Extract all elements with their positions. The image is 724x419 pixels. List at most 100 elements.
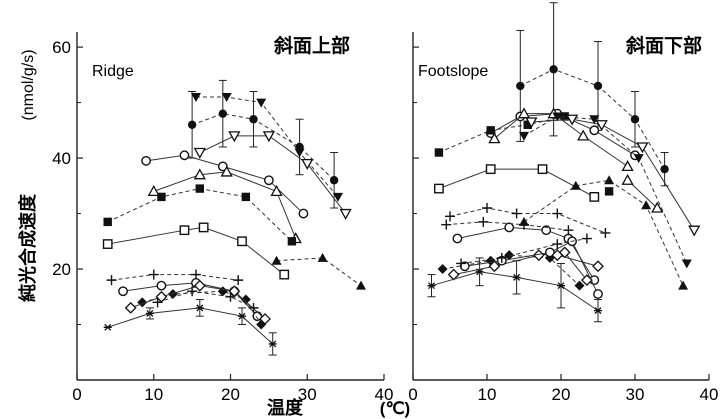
data-point — [118, 286, 128, 297]
series-6 — [525, 114, 701, 237]
data-point — [577, 129, 590, 141]
data-point — [157, 192, 166, 202]
data-point — [147, 185, 160, 197]
data-point — [549, 65, 558, 74]
data-point — [195, 184, 204, 193]
data-point — [621, 160, 634, 172]
series-line — [438, 168, 595, 198]
data-point — [557, 282, 565, 290]
data-point — [560, 112, 569, 121]
data-point — [678, 280, 689, 290]
data-point — [589, 192, 600, 202]
data-point — [504, 222, 515, 233]
data-point — [570, 180, 581, 190]
data-point — [537, 164, 548, 175]
panel-title: 斜面上部 — [273, 34, 350, 57]
data-point — [552, 239, 563, 250]
data-point — [270, 185, 283, 197]
data-point — [574, 280, 585, 291]
data-point — [434, 183, 444, 194]
data-point — [271, 255, 282, 265]
data-point — [294, 148, 305, 158]
data-point — [486, 126, 495, 135]
data-point — [237, 236, 247, 247]
data-point — [148, 269, 159, 280]
data-point — [630, 115, 640, 124]
data-point — [633, 154, 644, 164]
data-point — [279, 269, 290, 280]
y-tick-label: 20 — [52, 260, 71, 279]
data-point — [516, 81, 525, 91]
data-point — [525, 117, 538, 129]
data-point — [660, 164, 669, 174]
y-axis-title: 純光合成速度 — [17, 193, 39, 302]
x-tick-label: 30 — [626, 385, 645, 404]
data-point — [179, 225, 190, 236]
data-point — [604, 187, 614, 196]
series-line — [494, 113, 628, 167]
data-point — [187, 286, 198, 297]
data-point — [179, 150, 190, 161]
data-point — [593, 289, 603, 299]
x-tick-label: 0 — [72, 385, 81, 404]
data-point — [167, 289, 178, 299]
data-point — [152, 297, 163, 308]
data-point — [124, 301, 137, 314]
x-tick-label: 0 — [408, 385, 417, 404]
series-5 — [147, 165, 302, 244]
panel-title: 斜面下部 — [625, 34, 702, 57]
data-point — [485, 164, 496, 175]
y-tick-label: 60 — [52, 38, 71, 57]
series-line — [449, 207, 606, 234]
y-axis-unit: (nmol/g/s) — [20, 49, 37, 120]
data-point — [545, 247, 555, 258]
data-point — [195, 304, 204, 312]
data-point — [592, 260, 604, 273]
data-point — [563, 225, 574, 236]
data-point — [488, 132, 501, 144]
data-point — [651, 201, 664, 213]
data-point — [193, 147, 206, 159]
data-point — [220, 165, 233, 177]
x-tick-label: 30 — [298, 385, 317, 404]
data-point — [551, 249, 564, 262]
panel-label: Ridge — [92, 63, 134, 80]
data-point — [589, 115, 600, 125]
chart-panel-2: 0 10 20 30 40 斜面下部 Footslope — [408, 2, 718, 404]
series-line — [107, 188, 293, 242]
data-point — [552, 112, 563, 122]
data-point — [141, 155, 151, 166]
data-point — [427, 282, 436, 290]
data-point — [434, 148, 444, 157]
data-point — [249, 115, 258, 124]
series-12 — [452, 222, 600, 286]
series-line — [107, 307, 274, 345]
series-13 — [152, 286, 259, 313]
data-point — [445, 211, 455, 222]
series-line — [153, 171, 297, 239]
data-point — [519, 131, 529, 141]
series-8 — [271, 252, 366, 290]
x-tick-label: 10 — [144, 385, 163, 404]
data-point — [589, 125, 600, 136]
data-point — [441, 219, 452, 230]
data-point — [580, 274, 593, 287]
series-5 — [519, 112, 692, 269]
data-point — [103, 217, 112, 227]
x-tick-label: 40 — [375, 385, 394, 404]
data-point — [187, 120, 197, 129]
series-6 — [103, 184, 297, 246]
data-point — [519, 219, 529, 230]
data-point — [452, 233, 463, 244]
series-7 — [102, 222, 290, 280]
x-axis-title: 温度 — [267, 397, 304, 419]
data-point — [228, 131, 241, 143]
series-line — [276, 257, 362, 287]
series-2 — [190, 93, 343, 202]
series-14 — [103, 299, 277, 356]
data-point — [641, 200, 652, 210]
data-point — [238, 312, 247, 320]
series-line — [438, 115, 565, 153]
series-3 — [434, 112, 569, 157]
